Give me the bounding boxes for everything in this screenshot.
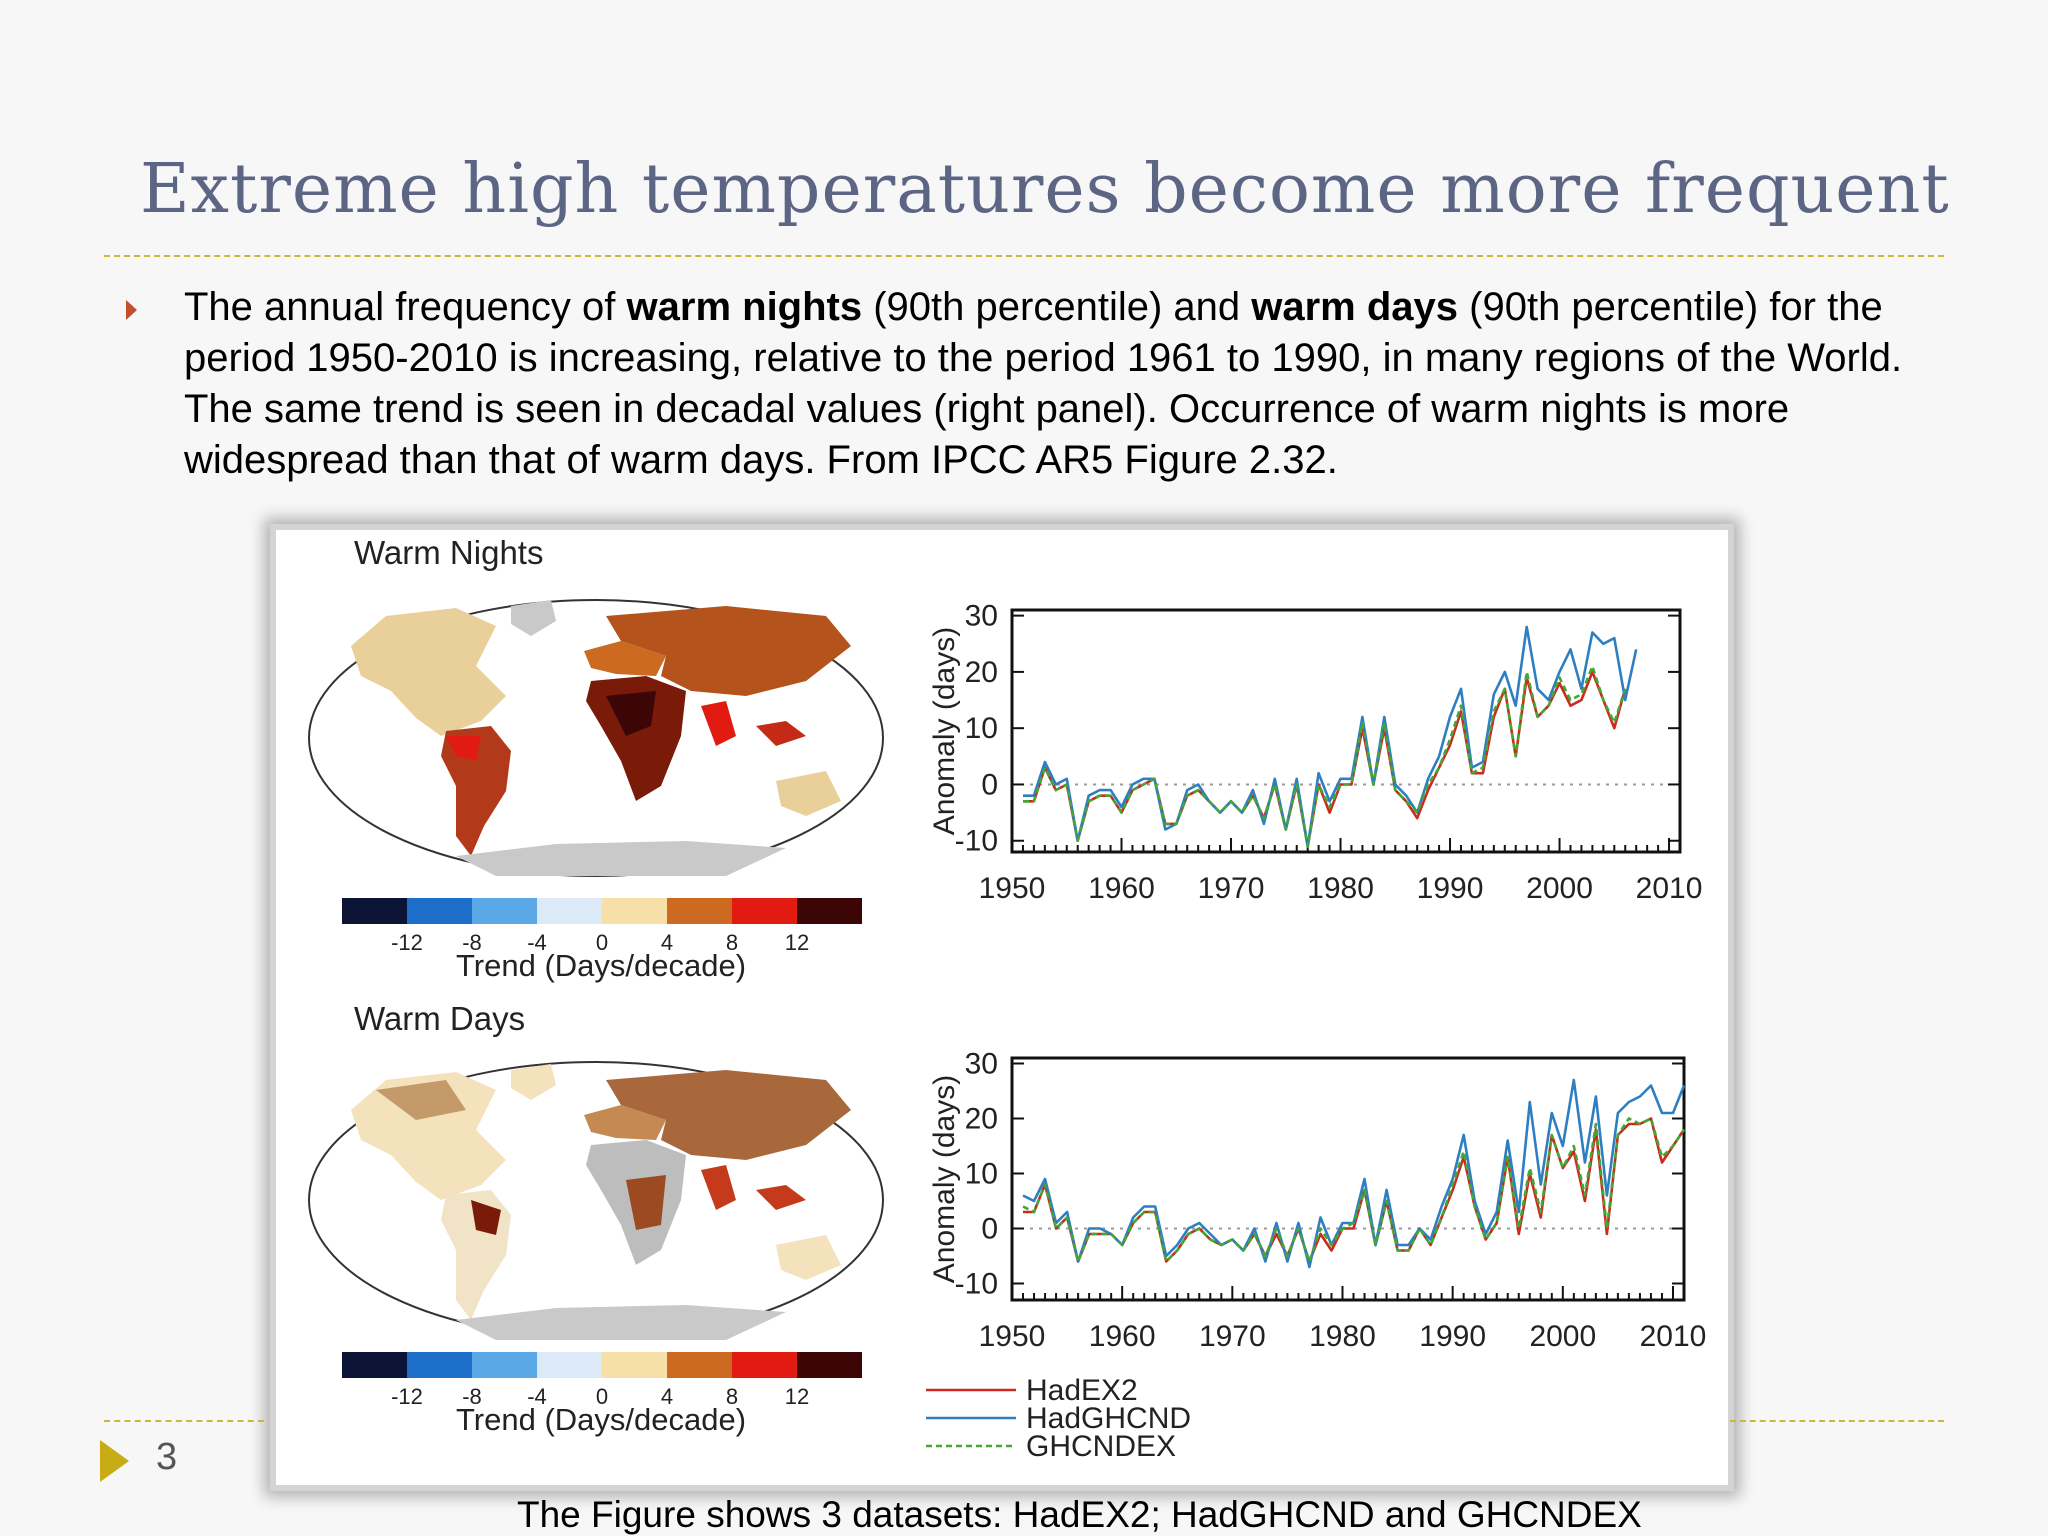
bullet-text-2: (90th percentile) and <box>862 285 1252 329</box>
series-line-hadex2 <box>1023 1117 1686 1263</box>
legend-label-hadex2: HadEX2 <box>1026 1374 1138 1407</box>
world-map-warm-nights <box>308 599 884 877</box>
cbar-tick: -8 <box>462 1384 482 1409</box>
y-tick-label: 20 <box>965 1103 998 1136</box>
ipcc-figure: Warm Nights -12 -8 -4 0 4 8 12 Trend (Da… <box>270 524 1734 1491</box>
cbar-tick: 8 <box>726 1384 738 1409</box>
world-map-warm-days <box>308 1061 884 1340</box>
y-tick-label: 10 <box>965 712 998 745</box>
bullet-bold-warm-days: warm days <box>1251 285 1459 329</box>
y-tick-label: -10 <box>955 1268 998 1301</box>
x-tick-label: 1970 <box>1198 872 1265 900</box>
series-line-ghcndex <box>1022 1117 1686 1263</box>
x-tick-label: 1990 <box>1417 872 1484 900</box>
y-tick-label: -10 <box>955 825 998 858</box>
cbar-tick: 0 <box>596 1384 608 1409</box>
cbar-tick: 12 <box>785 1384 809 1409</box>
x-tick-label: 2000 <box>1529 1320 1596 1353</box>
cbar-tick: -4 <box>527 1384 547 1409</box>
cbar-tick: -4 <box>527 930 547 955</box>
colorbar-title-warm-nights: Trend (Days/decade) <box>456 948 747 983</box>
panel-label-warm-days: Warm Days <box>354 1000 526 1037</box>
x-tick-label: 1980 <box>1307 872 1374 900</box>
series-line-hadex2 <box>1023 670 1627 848</box>
bullet-bold-warm-nights: warm nights <box>626 285 863 329</box>
series-line-hadghcnd <box>1022 1078 1686 1269</box>
bullet-arrow-icon <box>126 300 137 320</box>
legend-label-hadghcnd: HadGHCND <box>1026 1402 1191 1435</box>
bullet-text: The annual frequency of warm nights (90t… <box>184 282 1924 486</box>
y-axis-label: Anomaly (days) <box>928 627 961 835</box>
colorbar-title-warm-days: Trend (Days/decade) <box>456 1402 747 1437</box>
x-tick-label: 1950 <box>979 1320 1046 1353</box>
bullet-text-3: (90th percentile) for the period 1950-20… <box>184 285 1903 482</box>
x-tick-label: 2010 <box>1636 872 1703 900</box>
x-tick-label: 1970 <box>1199 1320 1266 1353</box>
x-tick-label: 1990 <box>1419 1320 1486 1353</box>
series-line-hadghcnd <box>1023 625 1638 848</box>
plot-frame <box>1010 608 1682 854</box>
x-tick-label: 2010 <box>1640 1320 1707 1353</box>
figure-caption: The Figure shows 3 datasets: HadEX2; Had… <box>517 1494 1642 1535</box>
series-line-ghcndex <box>1023 665 1627 848</box>
footer-divider-right <box>1730 1420 1944 1422</box>
cbar-tick: 12 <box>785 930 809 955</box>
title-divider <box>104 255 1944 257</box>
footer-divider-left <box>104 1420 264 1422</box>
y-tick-label: 0 <box>981 1213 998 1246</box>
y-tick-label: 20 <box>965 656 998 689</box>
x-tick-label: 1960 <box>1088 872 1155 900</box>
colorbar-warm-days: -12 -8 -4 0 4 8 12 <box>342 1352 862 1409</box>
y-tick-label: 30 <box>965 600 998 633</box>
y-tick-label: 30 <box>965 1048 998 1081</box>
cbar-tick: 8 <box>726 930 738 955</box>
x-tick-label: 1950 <box>979 872 1046 900</box>
cbar-tick: 4 <box>661 930 673 955</box>
y-tick-label: 10 <box>965 1158 998 1191</box>
cbar-tick: -12 <box>391 1384 423 1409</box>
x-tick-label: 1980 <box>1309 1320 1376 1353</box>
x-tick-label: 2000 <box>1526 872 1593 900</box>
cbar-tick: -12 <box>391 930 423 955</box>
y-tick-label: 0 <box>981 768 998 801</box>
cbar-tick: 4 <box>661 1384 673 1409</box>
colorbar-warm-nights: -12 -8 -4 0 4 8 12 <box>342 898 862 955</box>
cbar-tick: 0 <box>596 930 608 955</box>
slide-title: Extreme high temperatures become more fr… <box>140 150 1950 229</box>
page-number: 3 <box>156 1436 178 1478</box>
x-tick-label: 1960 <box>1089 1320 1156 1353</box>
plot-frame <box>1010 1056 1686 1302</box>
y-axis-label: Anomaly (days) <box>928 1075 961 1283</box>
page-arrow-icon <box>100 1440 129 1482</box>
cbar-tick: -8 <box>462 930 482 955</box>
legend-label-ghcndex: GHCNDEX <box>1026 1430 1176 1463</box>
panel-label-warm-nights: Warm Nights <box>354 534 544 571</box>
bullet-text-1: The annual frequency of <box>184 285 627 329</box>
